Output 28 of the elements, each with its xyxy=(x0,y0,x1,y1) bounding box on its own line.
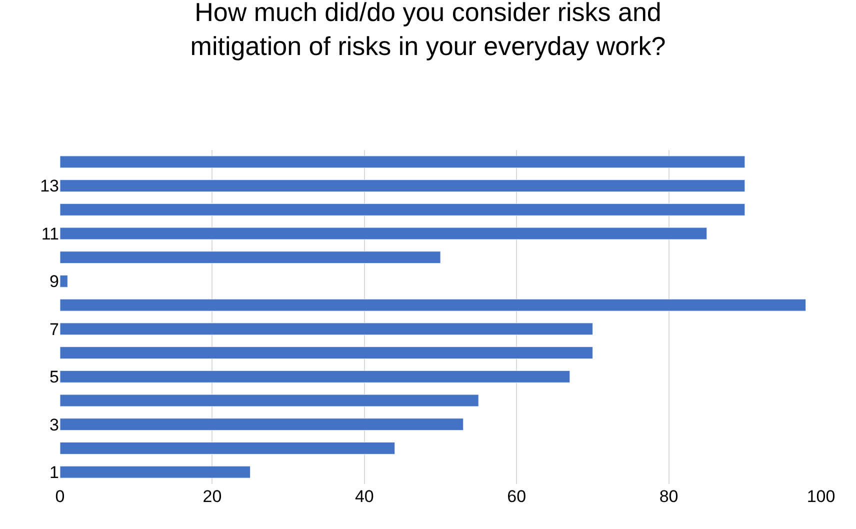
bar xyxy=(60,298,806,312)
y-tick-label: 11 xyxy=(41,224,59,244)
x-tick-label: 40 xyxy=(354,487,374,506)
bar xyxy=(60,466,250,478)
x-tick-label: 0 xyxy=(55,487,65,506)
bar xyxy=(60,418,464,431)
bar xyxy=(60,275,68,288)
bar xyxy=(60,203,746,216)
x-tick-label: 80 xyxy=(659,487,678,506)
y-tick-label: 5 xyxy=(50,368,59,387)
bar xyxy=(60,180,746,192)
bar xyxy=(60,442,396,454)
y-tick-label: 13 xyxy=(40,176,59,196)
bar xyxy=(60,346,593,359)
bar xyxy=(60,227,708,240)
bar xyxy=(60,156,746,168)
bar xyxy=(60,251,441,264)
y-tick-label: 3 xyxy=(50,415,59,434)
bar xyxy=(60,370,570,383)
y-tick-label: 1 xyxy=(50,463,59,482)
x-tick-label: 100 xyxy=(806,487,836,506)
chart-title: How much did/do you consider risks and mitigation of risks in your everyday work? xyxy=(190,0,666,61)
bar xyxy=(60,394,479,407)
y-tick-label: 7 xyxy=(50,320,59,339)
x-tick-label: 20 xyxy=(202,487,222,506)
x-tick-label: 60 xyxy=(507,487,526,506)
y-tick-label: 9 xyxy=(50,272,59,292)
bar xyxy=(60,322,593,336)
